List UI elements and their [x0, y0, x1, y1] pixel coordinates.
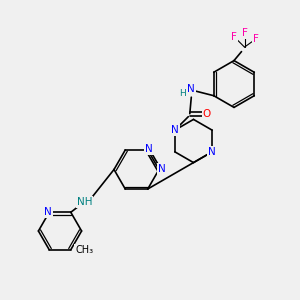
Text: F: F [253, 34, 259, 44]
Text: CH₃: CH₃ [75, 245, 93, 255]
Text: N: N [44, 207, 52, 217]
Text: N: N [171, 125, 179, 135]
Text: F: F [231, 32, 237, 42]
Text: N: N [208, 147, 216, 157]
Text: N: N [146, 143, 153, 154]
Text: N: N [158, 164, 166, 175]
Text: F: F [242, 28, 248, 38]
Text: H: H [179, 89, 186, 98]
Text: O: O [203, 109, 211, 119]
Text: N: N [188, 84, 195, 94]
Text: NH: NH [76, 197, 92, 207]
